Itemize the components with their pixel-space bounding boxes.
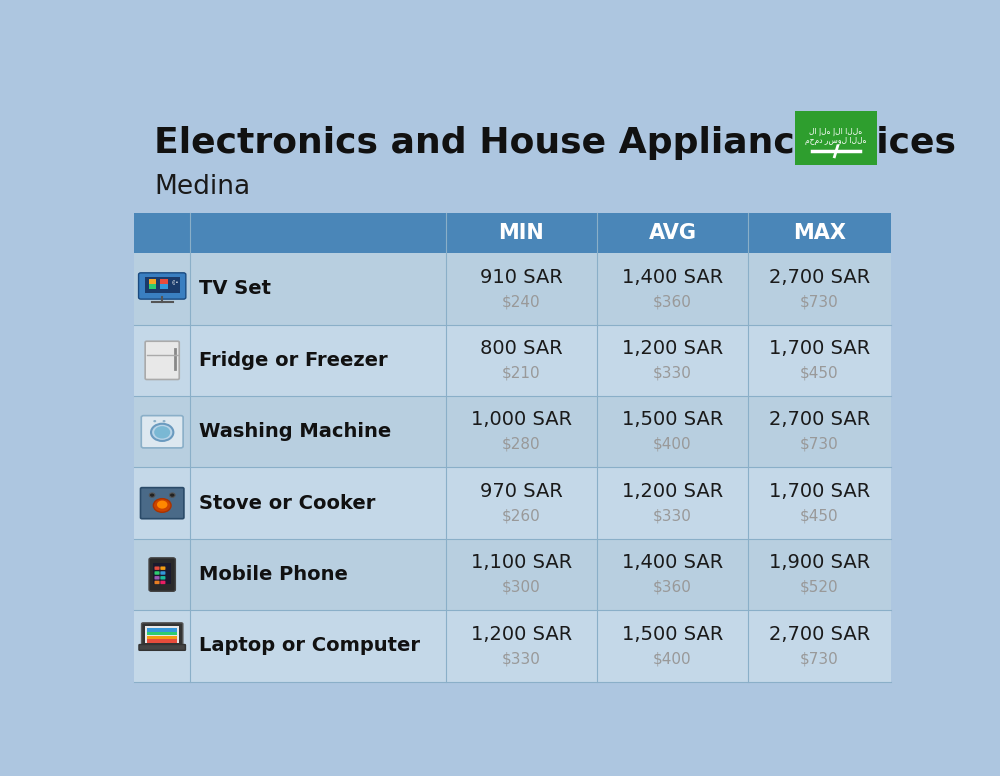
Text: ((•: ((• <box>171 279 179 285</box>
Text: 2,700 SAR: 2,700 SAR <box>769 625 870 643</box>
Circle shape <box>153 420 156 422</box>
FancyBboxPatch shape <box>147 636 177 639</box>
FancyBboxPatch shape <box>134 610 891 681</box>
Text: $730: $730 <box>800 651 839 666</box>
Text: Electronics and House Appliance Prices: Electronics and House Appliance Prices <box>154 126 956 160</box>
Text: 970 SAR: 970 SAR <box>480 482 563 501</box>
FancyBboxPatch shape <box>134 324 891 396</box>
FancyBboxPatch shape <box>154 566 160 570</box>
Text: $260: $260 <box>502 508 541 523</box>
FancyBboxPatch shape <box>134 213 891 253</box>
Text: $520: $520 <box>800 580 839 594</box>
FancyBboxPatch shape <box>139 645 185 650</box>
Text: $330: $330 <box>653 508 692 523</box>
Text: $450: $450 <box>800 508 839 523</box>
Text: Mobile Phone: Mobile Phone <box>199 565 348 584</box>
FancyBboxPatch shape <box>140 487 184 518</box>
FancyBboxPatch shape <box>154 571 160 575</box>
Text: $300: $300 <box>502 580 541 594</box>
FancyBboxPatch shape <box>145 276 180 293</box>
Text: لا إله إلا الله: لا إله إلا الله <box>809 127 863 136</box>
Text: 1,400 SAR: 1,400 SAR <box>622 268 723 286</box>
Text: Stove or Cooker: Stove or Cooker <box>199 494 376 513</box>
Circle shape <box>154 426 170 438</box>
Text: $400: $400 <box>653 651 692 666</box>
Text: $240: $240 <box>502 294 541 309</box>
Text: 1,700 SAR: 1,700 SAR <box>769 339 870 358</box>
Text: MIN: MIN <box>499 223 544 243</box>
FancyBboxPatch shape <box>160 566 165 570</box>
Text: 1,200 SAR: 1,200 SAR <box>471 625 572 643</box>
FancyBboxPatch shape <box>134 253 891 324</box>
FancyBboxPatch shape <box>134 539 891 610</box>
FancyBboxPatch shape <box>147 632 177 636</box>
Text: 1,000 SAR: 1,000 SAR <box>471 411 572 429</box>
Circle shape <box>163 420 166 422</box>
Text: $730: $730 <box>800 437 839 452</box>
Circle shape <box>149 493 155 497</box>
Text: Fridge or Freezer: Fridge or Freezer <box>199 351 388 370</box>
Circle shape <box>153 499 171 512</box>
Text: $450: $450 <box>800 365 839 380</box>
Text: 1,500 SAR: 1,500 SAR <box>622 411 723 429</box>
FancyBboxPatch shape <box>147 639 177 643</box>
Text: 800 SAR: 800 SAR <box>480 339 563 358</box>
Text: 1,200 SAR: 1,200 SAR <box>622 339 723 358</box>
Text: TV Set: TV Set <box>199 279 271 299</box>
FancyBboxPatch shape <box>154 580 160 584</box>
FancyBboxPatch shape <box>160 571 165 575</box>
Text: Medina: Medina <box>154 174 251 199</box>
FancyBboxPatch shape <box>153 563 171 584</box>
Text: $330: $330 <box>653 365 692 380</box>
Text: $360: $360 <box>653 294 692 309</box>
Text: AVG: AVG <box>649 223 697 243</box>
Circle shape <box>157 501 167 508</box>
Text: 2,700 SAR: 2,700 SAR <box>769 268 870 286</box>
Text: $280: $280 <box>502 437 541 452</box>
FancyBboxPatch shape <box>134 396 891 467</box>
Text: 1,500 SAR: 1,500 SAR <box>622 625 723 643</box>
Text: 1,100 SAR: 1,100 SAR <box>471 553 572 572</box>
Text: Washing Machine: Washing Machine <box>199 422 392 442</box>
FancyBboxPatch shape <box>149 279 156 284</box>
Text: 1,400 SAR: 1,400 SAR <box>622 553 723 572</box>
FancyBboxPatch shape <box>160 580 165 584</box>
FancyBboxPatch shape <box>160 284 168 289</box>
Text: MAX: MAX <box>793 223 846 243</box>
Text: $360: $360 <box>653 580 692 594</box>
FancyBboxPatch shape <box>154 576 160 580</box>
Text: 910 SAR: 910 SAR <box>480 268 563 286</box>
Text: 1,200 SAR: 1,200 SAR <box>622 482 723 501</box>
FancyBboxPatch shape <box>142 623 183 646</box>
FancyBboxPatch shape <box>145 341 179 379</box>
Text: $210: $210 <box>502 365 541 380</box>
FancyBboxPatch shape <box>147 629 177 632</box>
FancyBboxPatch shape <box>795 111 877 165</box>
FancyBboxPatch shape <box>145 626 179 643</box>
Text: Laptop or Computer: Laptop or Computer <box>199 636 420 656</box>
Text: 1,900 SAR: 1,900 SAR <box>769 553 870 572</box>
FancyBboxPatch shape <box>160 279 168 284</box>
Text: 1,700 SAR: 1,700 SAR <box>769 482 870 501</box>
FancyBboxPatch shape <box>139 273 186 299</box>
Text: $730: $730 <box>800 294 839 309</box>
Text: $330: $330 <box>502 651 541 666</box>
FancyBboxPatch shape <box>134 467 891 539</box>
Text: 2,700 SAR: 2,700 SAR <box>769 411 870 429</box>
Text: $400: $400 <box>653 437 692 452</box>
Text: محمد رسول الله: محمد رسول الله <box>805 136 867 145</box>
FancyBboxPatch shape <box>149 558 175 591</box>
Circle shape <box>169 493 175 497</box>
Circle shape <box>151 424 173 441</box>
FancyBboxPatch shape <box>149 284 156 289</box>
FancyBboxPatch shape <box>160 576 165 580</box>
FancyBboxPatch shape <box>141 416 183 448</box>
